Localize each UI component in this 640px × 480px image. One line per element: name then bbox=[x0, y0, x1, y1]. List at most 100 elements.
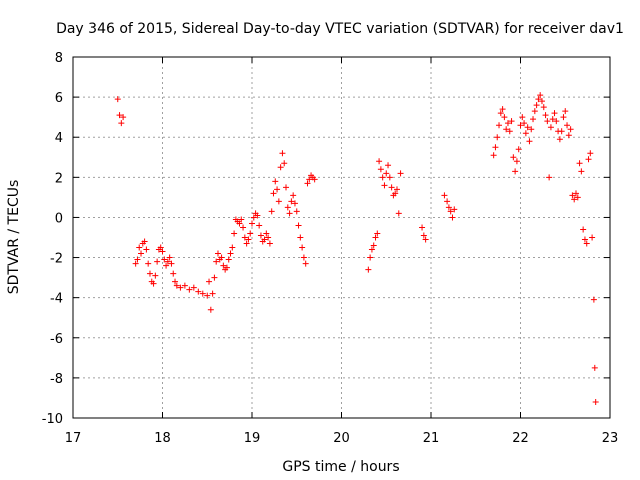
data-point bbox=[581, 236, 588, 243]
y-axis: -10 -8 -6 -4 -2 0 2 4 6 8 bbox=[42, 51, 610, 427]
data-point bbox=[204, 292, 211, 299]
data-point bbox=[265, 234, 272, 241]
data-point bbox=[533, 102, 540, 109]
data-point bbox=[161, 256, 168, 263]
data-point bbox=[365, 266, 372, 273]
data-point bbox=[166, 254, 173, 261]
data-point bbox=[211, 274, 218, 281]
data-point bbox=[274, 186, 281, 193]
data-point bbox=[368, 246, 375, 253]
data-point bbox=[538, 98, 545, 105]
data-point bbox=[504, 120, 511, 127]
data-point bbox=[444, 198, 451, 205]
data-point bbox=[419, 224, 426, 231]
data-point bbox=[275, 198, 282, 205]
data-point bbox=[118, 120, 125, 127]
data-point bbox=[134, 256, 141, 263]
data-point bbox=[299, 244, 306, 251]
data-point bbox=[590, 296, 597, 303]
data-point bbox=[293, 208, 300, 215]
data-point bbox=[257, 232, 264, 239]
data-point bbox=[168, 260, 175, 267]
data-point bbox=[150, 280, 157, 287]
data-point bbox=[245, 236, 252, 243]
data-point bbox=[583, 240, 590, 247]
data-point bbox=[163, 262, 170, 269]
data-point bbox=[560, 114, 567, 121]
data-point bbox=[551, 110, 558, 117]
data-point bbox=[286, 210, 293, 217]
y-tick-label: 0 bbox=[55, 211, 63, 226]
data-point bbox=[379, 174, 386, 181]
data-point bbox=[250, 214, 257, 221]
y-tick-label: -8 bbox=[50, 372, 63, 387]
data-points bbox=[114, 92, 599, 405]
data-point bbox=[236, 220, 243, 227]
x-tick-label: 18 bbox=[154, 431, 171, 446]
data-point bbox=[207, 306, 214, 313]
data-point bbox=[528, 126, 535, 133]
data-point bbox=[138, 250, 145, 257]
data-point bbox=[392, 190, 399, 197]
data-point bbox=[256, 222, 263, 229]
data-point bbox=[544, 118, 551, 125]
data-point bbox=[503, 126, 510, 133]
data-point bbox=[277, 164, 284, 171]
data-point bbox=[496, 122, 503, 129]
grid bbox=[73, 57, 610, 418]
data-point bbox=[517, 122, 524, 129]
y-tick-label: 4 bbox=[55, 131, 63, 146]
data-point bbox=[572, 190, 579, 197]
data-point bbox=[302, 260, 309, 267]
data-point bbox=[206, 278, 213, 285]
data-point bbox=[209, 290, 216, 297]
data-point bbox=[291, 200, 298, 207]
data-point bbox=[524, 124, 531, 131]
data-point bbox=[372, 234, 379, 241]
data-point bbox=[441, 192, 448, 199]
data-point bbox=[547, 124, 554, 131]
data-point bbox=[535, 96, 542, 103]
data-point bbox=[490, 152, 497, 159]
x-axis-label: GPS time / hours bbox=[282, 459, 399, 475]
data-point bbox=[580, 226, 587, 233]
data-point bbox=[272, 178, 279, 185]
data-point bbox=[374, 230, 381, 237]
data-point bbox=[281, 160, 288, 167]
data-point bbox=[306, 176, 313, 183]
y-tick-label: -4 bbox=[50, 292, 63, 307]
data-point bbox=[377, 166, 384, 173]
data-point bbox=[569, 192, 576, 199]
data-point bbox=[549, 116, 556, 123]
data-point bbox=[540, 104, 547, 111]
data-point bbox=[571, 196, 578, 203]
data-point bbox=[141, 238, 148, 245]
x-tick-label: 22 bbox=[512, 431, 529, 446]
data-point bbox=[589, 234, 596, 241]
data-point bbox=[225, 256, 232, 263]
x-tick-label: 17 bbox=[65, 431, 82, 446]
data-point bbox=[190, 284, 197, 291]
data-point bbox=[508, 118, 515, 125]
data-point bbox=[395, 210, 402, 217]
data-point bbox=[386, 174, 393, 181]
data-point bbox=[181, 282, 188, 289]
data-point bbox=[576, 160, 583, 167]
data-point bbox=[388, 184, 395, 191]
data-point bbox=[195, 288, 202, 295]
data-point bbox=[300, 254, 307, 261]
data-point bbox=[170, 270, 177, 277]
data-point bbox=[537, 92, 544, 99]
data-point bbox=[172, 278, 179, 285]
data-point bbox=[558, 128, 565, 135]
data-point bbox=[249, 220, 255, 227]
data-point bbox=[385, 162, 392, 169]
data-point bbox=[263, 230, 270, 237]
data-point bbox=[218, 254, 225, 261]
data-point bbox=[114, 96, 121, 103]
data-point bbox=[247, 230, 254, 237]
data-point bbox=[367, 254, 374, 261]
data-point bbox=[510, 154, 517, 161]
data-point bbox=[136, 244, 143, 251]
data-point bbox=[238, 216, 245, 223]
